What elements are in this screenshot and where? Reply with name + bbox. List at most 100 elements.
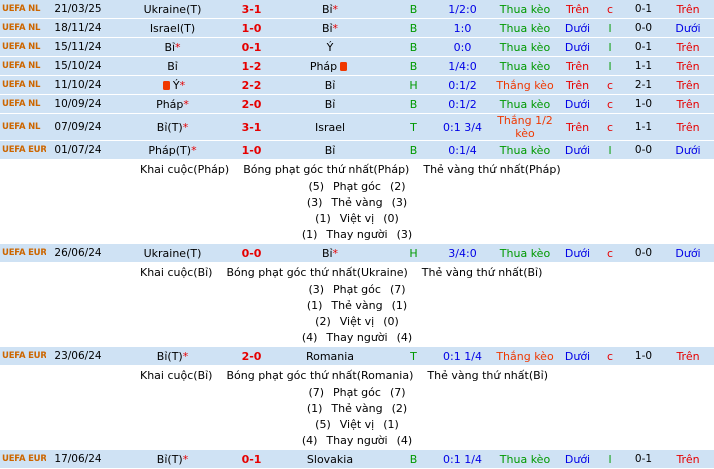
home-stat-value: (1): [306, 298, 323, 312]
home-team-cell: Ukraine(T): [110, 247, 235, 260]
halftime-overunder: Trên: [676, 452, 700, 466]
away-team-cell: Israel: [268, 121, 392, 134]
away-stat-value: (2): [391, 401, 408, 415]
fulltime-score: 0-1: [241, 40, 262, 54]
home-team-name: Ukraine(T): [143, 2, 202, 16]
fulltime-score: 2-0: [241, 97, 262, 111]
match-row[interactable]: UEFA EURO 01/07/24 Pháp(T)* 1-0 Bỉ B 0:1…: [0, 141, 714, 160]
fulltime-overunder: Trên: [565, 78, 590, 92]
halftime-overunder: Trên: [676, 349, 700, 363]
match-date: 26/06/24: [54, 246, 102, 259]
away-stat-value: (2): [389, 179, 406, 193]
fulltime-overunder: Dưới: [564, 97, 591, 111]
halftime-overunder: Trên: [676, 40, 700, 54]
away-team-name: Israel: [314, 120, 346, 134]
away-team-cell: Bỉ*: [268, 22, 392, 35]
home-favorite-mark: *: [182, 120, 189, 134]
home-team-cell: Israel(T): [110, 22, 235, 35]
away-team-name: Bỉ: [324, 143, 336, 157]
handicap-odds: 0:1 1/4: [443, 349, 482, 363]
evenodd-result: l: [608, 452, 612, 466]
first-yellow-label: Thẻ vàng thứ nhất(Bỉ): [421, 266, 543, 279]
fulltime-overunder: Trên: [565, 2, 590, 16]
home-team-name: Pháp(T): [148, 143, 192, 157]
fulltime-score: 3-1: [241, 2, 262, 16]
away-team-name: Bỉ: [324, 97, 336, 111]
away-team-cell: Pháp: [268, 60, 392, 73]
outcome-letter: B: [409, 2, 418, 16]
fulltime-score: 2-2: [241, 78, 262, 92]
match-row[interactable]: UEFA NL 15/10/24 Bỉ 1-2 Pháp B 1/4:0 Thu…: [0, 57, 714, 76]
match-row[interactable]: UEFA EURO 23/06/24 Bỉ(T)* 2-0 Romania T …: [0, 347, 714, 366]
match-row[interactable]: UEFA EURO 17/06/24 Bỉ(T)* 0-1 Slovakia B…: [0, 450, 714, 469]
match-detail-block: Khai cuộc(Bỉ) Bóng phạt góc thứ nhất(Ukr…: [0, 263, 714, 347]
halftime-score: 0-1: [634, 2, 653, 15]
league-label: UEFA NL: [2, 79, 41, 90]
away-stat-value: (0): [383, 211, 399, 225]
away-stat-value: (3): [396, 227, 413, 241]
match-date: 15/10/24: [54, 59, 102, 72]
halftime-score: 1-1: [634, 59, 653, 72]
halftime-score: 0-0: [634, 246, 653, 259]
home-team-name: Ý: [172, 78, 180, 92]
kickoff-label: Khai cuộc(Bỉ): [140, 266, 213, 279]
home-team-cell: Bỉ: [110, 60, 235, 73]
away-team-name: Bỉ: [324, 78, 336, 92]
home-team-name: Bỉ(T): [156, 349, 183, 363]
handicap-odds: 1/2:0: [448, 2, 477, 16]
detail-header: Khai cuộc(Bỉ) Bóng phạt góc thứ nhất(Ukr…: [0, 264, 714, 281]
stat-label: Việt vị: [339, 314, 375, 328]
away-team-name: Bỉ: [321, 246, 333, 260]
halftime-overunder: Trên: [676, 2, 700, 16]
match-date: 10/09/24: [54, 97, 102, 110]
home-team-cell: Ý*: [110, 79, 235, 92]
outcome-letter: T: [410, 349, 417, 363]
match-row[interactable]: UEFA NL 21/03/25 Ukraine(T) 3-1 Bỉ* B 1/…: [0, 0, 714, 19]
handicap-result: Thua kèo: [499, 452, 551, 466]
match-row[interactable]: UEFA NL 07/09/24 Bỉ(T)* 3-1 Israel T 0:1…: [0, 114, 714, 141]
outcome-letter: B: [409, 97, 418, 111]
home-stat-value: (3): [306, 195, 323, 209]
stat-label: Thẻ vàng: [331, 298, 383, 312]
match-row[interactable]: UEFA NL 10/09/24 Pháp* 2-0 Bỉ B 0:1/2 Th…: [0, 95, 714, 114]
stat-label: Thay người: [326, 227, 388, 241]
match-date: 15/11/24: [54, 40, 102, 53]
halftime-overunder: Trên: [676, 97, 700, 111]
stat-label: Thay người: [326, 433, 388, 447]
handicap-result: Thua kèo: [499, 21, 551, 35]
match-row[interactable]: UEFA NL 11/10/24 Ý* 2-2 Bỉ H 0:1/2 Thắng…: [0, 76, 714, 95]
halftime-overunder: Trên: [676, 120, 700, 134]
handicap-odds: 1:0: [453, 21, 472, 35]
outcome-letter: B: [409, 21, 418, 35]
handicap-result: Thua kèo: [499, 246, 551, 260]
evenodd-result: c: [606, 120, 614, 134]
halftime-overunder: Dưới: [675, 246, 701, 260]
evenodd-result: c: [606, 78, 614, 92]
stat-label: Thẻ vàng: [331, 195, 383, 209]
halftime-overunder: Dưới: [675, 143, 701, 157]
outcome-letter: H: [409, 246, 418, 260]
match-detail-block: Khai cuộc(Bỉ) Bóng phạt góc thứ nhất(Rom…: [0, 366, 714, 450]
match-row[interactable]: UEFA NL 15/11/24 Bỉ* 0-1 Ý B 0:0 Thua kè…: [0, 38, 714, 57]
handicap-odds: 0:1 3/4: [443, 120, 482, 134]
halftime-score: 2-1: [634, 78, 653, 91]
stat-label: Việt vị: [339, 211, 375, 225]
home-team-name: Ukraine(T): [143, 246, 202, 260]
match-row[interactable]: UEFA EURO 26/06/24 Ukraine(T) 0-0 Bỉ* H …: [0, 244, 714, 263]
red-card-icon: [340, 61, 348, 71]
stat-line: (4) Thay người (4): [0, 329, 714, 345]
first-yellow-label: Thẻ vàng thứ nhất(Pháp): [423, 163, 561, 176]
home-stat-value: (2): [315, 314, 331, 328]
away-team-cell: Bỉ: [268, 144, 392, 157]
home-team-cell: Bỉ(T)*: [110, 350, 235, 363]
league-label: UEFA NL: [2, 60, 41, 71]
handicap-odds: 3/4:0: [448, 246, 477, 260]
fulltime-score: 0-0: [241, 246, 262, 260]
home-team-name: Bỉ: [167, 59, 178, 73]
stat-line: (1) Thay người (3): [0, 226, 714, 242]
fulltime-overunder: Dưới: [564, 143, 591, 157]
handicap-result: Thua kèo: [499, 40, 551, 54]
match-row[interactable]: UEFA NL 18/11/24 Israel(T) 1-0 Bỉ* B 1:0…: [0, 19, 714, 38]
